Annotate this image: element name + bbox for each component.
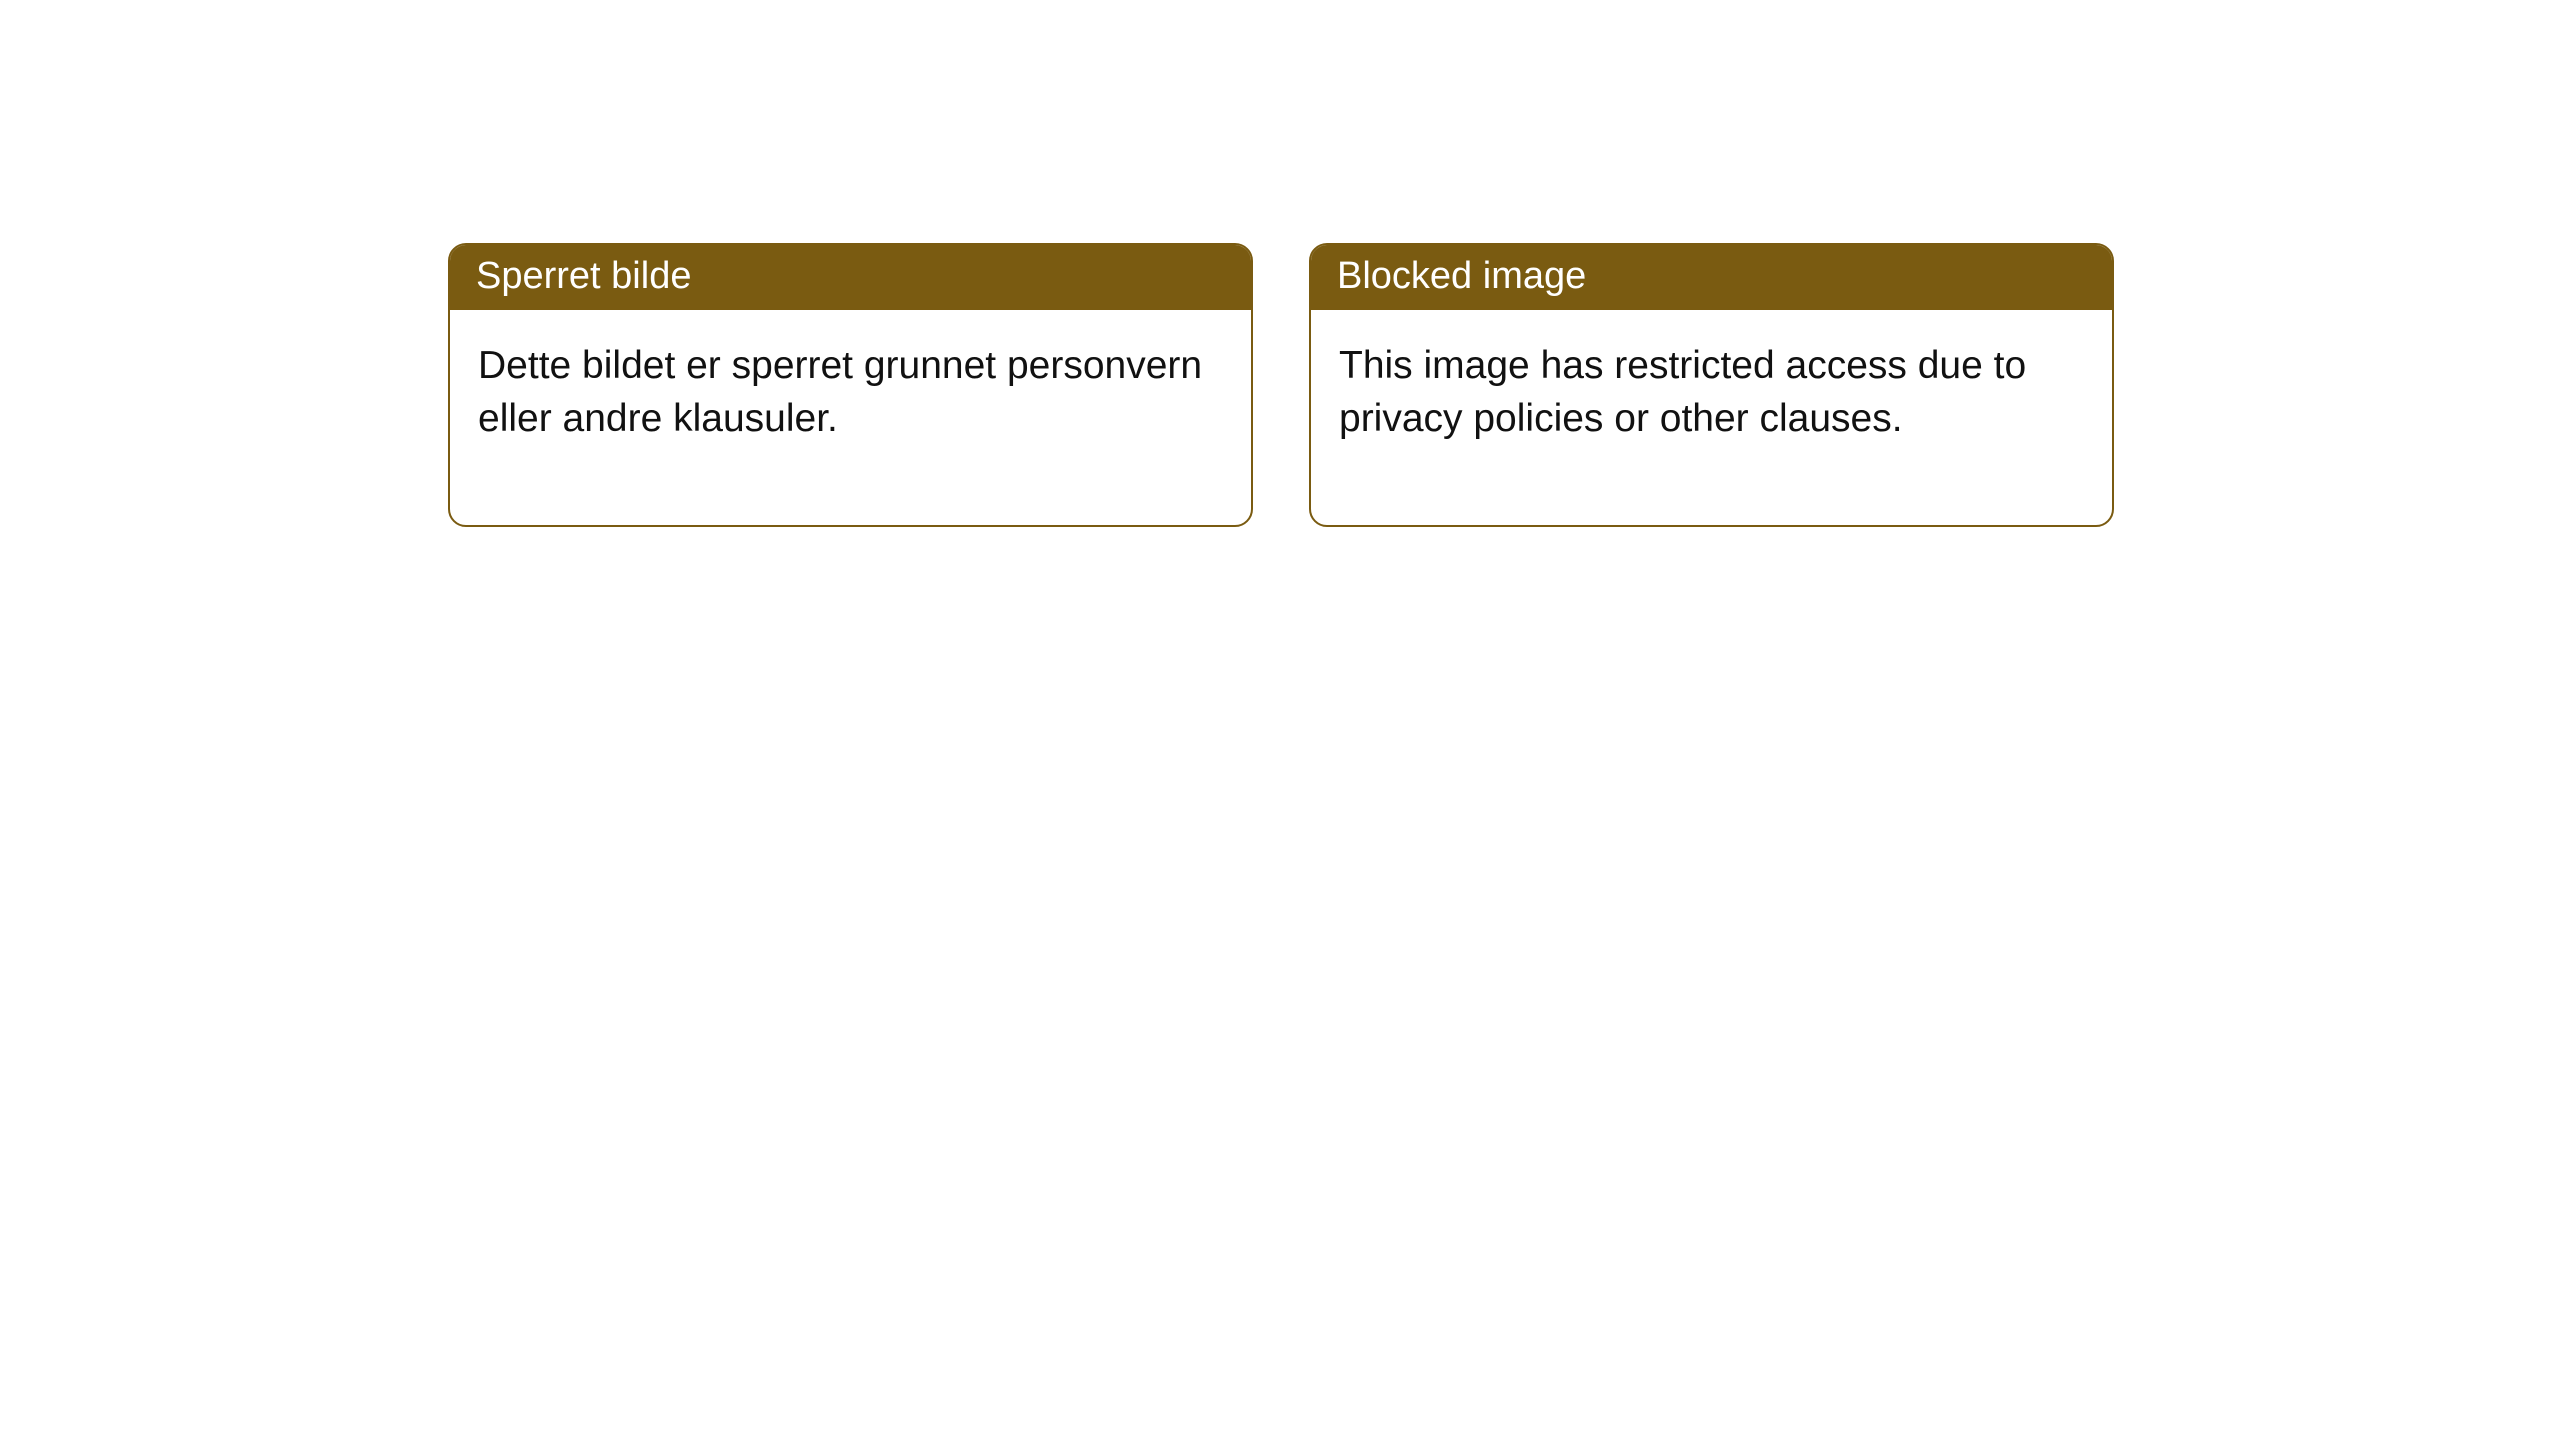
notice-card-no: Sperret bilde Dette bildet er sperret gr… (448, 243, 1253, 527)
notice-body-en: This image has restricted access due to … (1311, 310, 2112, 525)
notice-title-en: Blocked image (1311, 245, 2112, 310)
notice-title-no: Sperret bilde (450, 245, 1251, 310)
notice-body-no: Dette bildet er sperret grunnet personve… (450, 310, 1251, 525)
notice-card-en: Blocked image This image has restricted … (1309, 243, 2114, 527)
notice-container: Sperret bilde Dette bildet er sperret gr… (0, 0, 2560, 527)
